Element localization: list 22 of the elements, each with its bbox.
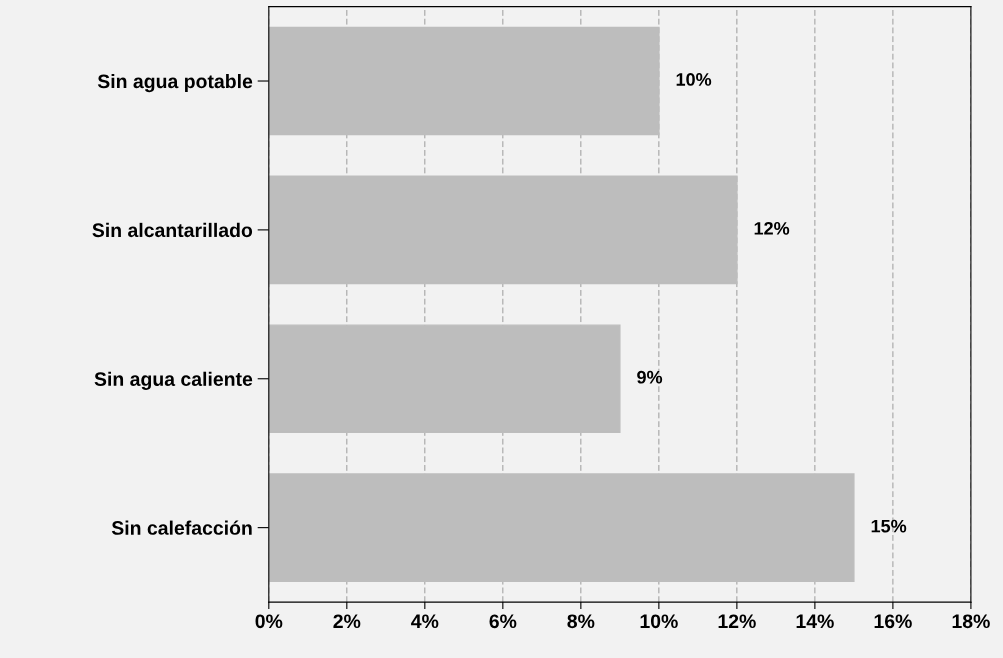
x-tick-label: 0% <box>255 614 283 629</box>
x-tick-label: 12% <box>718 614 756 629</box>
data-label: 12% <box>754 221 790 235</box>
x-tick-label: 18% <box>952 614 990 629</box>
y-tick-label: Sin agua potable <box>97 73 253 93</box>
x-tick-label: 4% <box>411 614 439 629</box>
bar <box>268 324 621 434</box>
data-label: 15% <box>871 519 907 533</box>
y-tick-label: Sin agua caliente <box>94 371 253 390</box>
bar <box>268 473 855 582</box>
bar <box>268 175 738 285</box>
x-tick-label: 8% <box>567 614 595 629</box>
x-tick-label: 16% <box>874 614 912 629</box>
x-tick-label: 14% <box>796 614 834 629</box>
x-tick-label: 2% <box>333 614 361 629</box>
y-tick-label: Sin alcantarillado <box>92 222 253 238</box>
data-label: 10% <box>676 73 712 86</box>
x-tick-label: 10% <box>640 614 678 629</box>
data-label: 9% <box>637 370 663 384</box>
bar <box>268 26 660 136</box>
x-tick-label: 6% <box>489 614 517 629</box>
y-tick-label: Sin calefacción <box>111 520 252 535</box>
